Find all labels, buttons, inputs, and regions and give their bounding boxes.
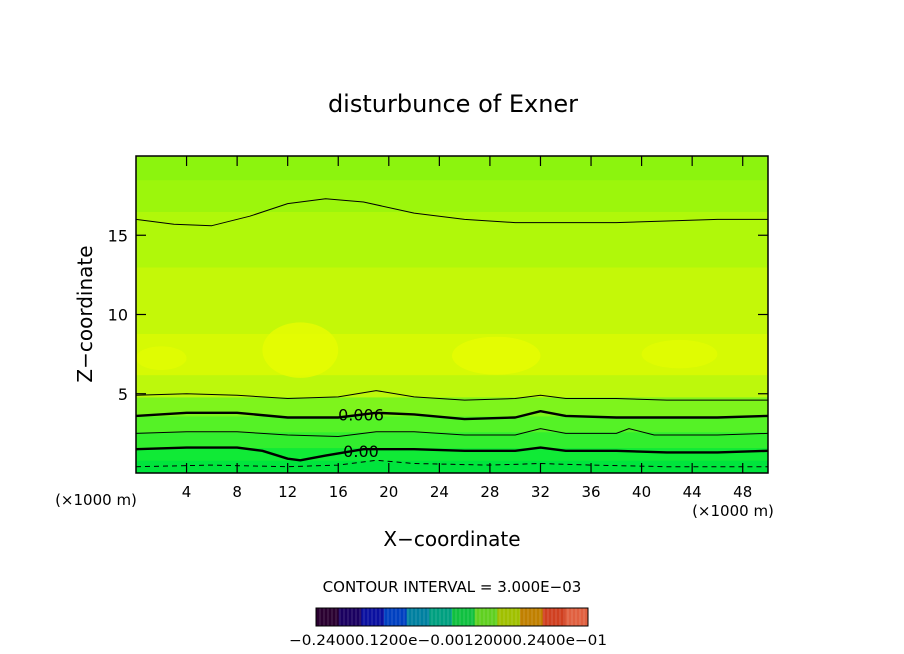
colorbar-labels: −0.24000.1200e−0.00120000.2400e−01 xyxy=(289,633,607,649)
contour-line xyxy=(136,428,768,437)
x-tick-label: 24 xyxy=(430,483,449,501)
y-tick-label: 5 xyxy=(118,385,128,404)
colorbar-swatch xyxy=(384,608,408,626)
y-axis-label: Z−coordinate xyxy=(73,245,97,382)
contour-line xyxy=(136,410,768,421)
color-band xyxy=(136,266,768,335)
contour-line xyxy=(136,390,768,401)
contour-line xyxy=(136,459,768,468)
x-tick-label: 20 xyxy=(379,483,398,501)
contour-labels: 0.006 0.00 xyxy=(338,405,384,461)
highlight-region xyxy=(452,336,541,375)
highlight-regions xyxy=(136,322,718,378)
color-band xyxy=(136,396,768,417)
x-tick-label: 4 xyxy=(182,483,192,501)
colorbar-swatch xyxy=(474,608,498,626)
plot-area xyxy=(136,156,768,473)
contour-line xyxy=(136,446,768,462)
x-tick-label: 40 xyxy=(632,483,651,501)
x-tick-label: 44 xyxy=(683,483,702,501)
colorbar-swatch xyxy=(497,608,521,626)
color-band xyxy=(136,179,768,212)
colorbar-swatch xyxy=(406,608,430,626)
x-tick-label: 12 xyxy=(278,483,297,501)
contour-line xyxy=(136,198,768,227)
color-band xyxy=(136,431,768,449)
y-tick-label: 10 xyxy=(108,306,128,325)
color-bands xyxy=(136,156,768,473)
chart-title: disturbunce of Exner xyxy=(328,90,578,118)
contour-lines xyxy=(136,198,768,468)
colorbar-swatch xyxy=(565,608,589,626)
x-tick-label: 16 xyxy=(329,483,348,501)
colorbar-swatch xyxy=(361,608,385,626)
x-tick-label: 28 xyxy=(480,483,499,501)
x-tick-label: 36 xyxy=(581,483,600,501)
colorbar-frame xyxy=(315,607,589,627)
x-axis-label: X−coordinate xyxy=(383,527,520,551)
y-axis-ticks: 5 10 15 xyxy=(108,226,768,404)
x-tick-label: 8 xyxy=(232,483,242,501)
y-tick-label: 15 xyxy=(108,226,128,245)
colorbar-swatch xyxy=(429,608,453,626)
contour-label: 0.006 xyxy=(338,405,384,424)
colorbar-swatch xyxy=(542,608,566,626)
highlight-region xyxy=(136,346,187,370)
x-unit-left: (×1000 m) xyxy=(55,491,137,509)
x-tick-label: 32 xyxy=(531,483,550,501)
x-tick-label: 48 xyxy=(733,483,752,501)
color-band xyxy=(136,374,768,398)
colorbar xyxy=(315,607,589,627)
colorbar-swatch xyxy=(316,608,340,626)
colorbar-swatch xyxy=(338,608,362,626)
color-band xyxy=(136,156,768,181)
x-unit-right: (×1000 m) xyxy=(692,502,774,520)
highlight-region xyxy=(641,339,718,369)
x-axis-ticks: 4 8 12 16 20 24 28 32 36 40 44 48 xyxy=(182,156,752,501)
highlight-region xyxy=(262,322,339,378)
colorbar-swatch xyxy=(520,608,544,626)
color-band xyxy=(136,211,768,268)
contour-interval: CONTOUR INTERVAL = 3.000E−03 xyxy=(323,578,582,596)
contour-label: 0.00 xyxy=(343,442,379,461)
color-band xyxy=(136,415,768,433)
color-band xyxy=(136,460,768,473)
colorbar-swatch xyxy=(452,608,476,626)
